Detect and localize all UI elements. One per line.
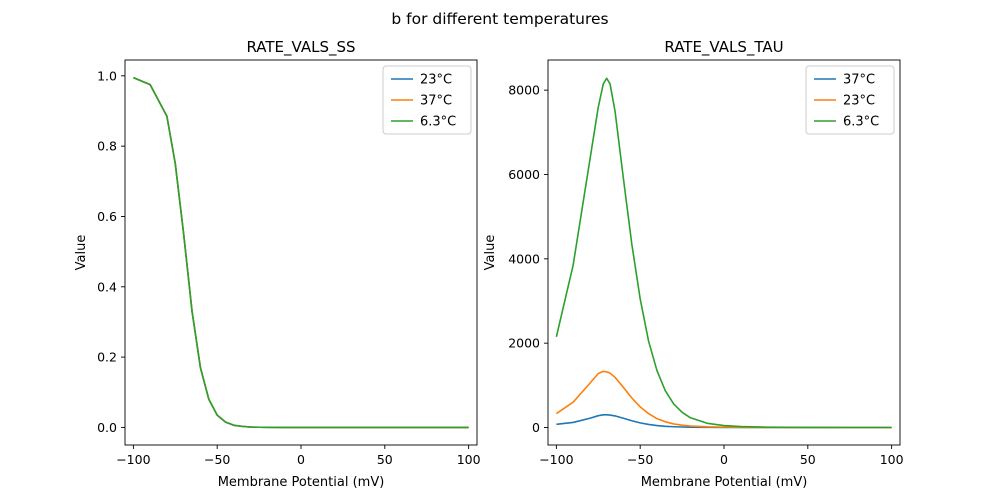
y-tick-label: 6000 bbox=[508, 167, 540, 182]
y-tick-label: 0.2 bbox=[97, 350, 117, 365]
x-tick-label: −50 bbox=[204, 452, 230, 467]
legend: 23°C 37°C 6.3°C bbox=[382, 65, 472, 135]
y-tick-label: 1.0 bbox=[97, 68, 117, 83]
legend-label-1: 23°C bbox=[420, 73, 452, 88]
x-tick-label: 0 bbox=[720, 452, 728, 467]
x-axis-label: Membrane Potential (mV) bbox=[641, 475, 808, 490]
y-axis-label: Value bbox=[74, 235, 89, 271]
x-tick-label: 50 bbox=[800, 452, 816, 467]
legend-label-1: 37°C bbox=[843, 73, 875, 88]
legend-label-3: 6.3°C bbox=[420, 115, 456, 130]
legend-label-2: 37°C bbox=[420, 94, 452, 109]
x-tick-label: 50 bbox=[377, 452, 393, 467]
y-tick-label: 0.6 bbox=[97, 209, 117, 224]
subplot-title: RATE_VALS_SS bbox=[246, 38, 355, 57]
y-tick-label: 4000 bbox=[508, 251, 540, 266]
y-tick-label: 0 bbox=[532, 420, 540, 435]
x-tick-label: −100 bbox=[539, 452, 573, 467]
subplot-1: −100 −50 0 50 100 0.0 0.2 0.4 0.6 0.8 1.0 Membrane … bbox=[74, 38, 481, 490]
series-line-3 bbox=[133, 76, 469, 429]
y-tick-label: 2000 bbox=[508, 336, 540, 351]
figure-suptitle: b for different temperatures bbox=[391, 10, 608, 28]
x-tick-label: −100 bbox=[116, 452, 150, 467]
x-axis-label: Membrane Potential (mV) bbox=[218, 475, 385, 490]
y-tick-label: 8000 bbox=[508, 83, 540, 98]
x-tick-label: −50 bbox=[627, 452, 653, 467]
legend-box bbox=[805, 65, 895, 135]
y-tick-label: 0.8 bbox=[97, 139, 117, 154]
subplots: −100 −50 0 50 100 0.0 0.2 0.4 0.6 0.8 1.0 Membrane … bbox=[74, 38, 904, 490]
subplot-title: RATE_VALS_TAU bbox=[664, 38, 783, 57]
y-axis-label: Value bbox=[483, 235, 498, 271]
legend: 37°C 23°C 6.3°C bbox=[805, 65, 895, 135]
series-line-3 bbox=[555, 77, 892, 429]
x-tick-label: 100 bbox=[880, 452, 904, 467]
legend-label-2: 23°C bbox=[843, 94, 875, 109]
x-tick-label: 0 bbox=[297, 452, 305, 467]
x-tick-label: 100 bbox=[457, 452, 481, 467]
subplot-2: −100 −50 0 50 100 0 2000 4000 6000 8000 Membrane P… bbox=[483, 38, 904, 490]
legend-box bbox=[382, 65, 472, 135]
legend-label-3: 6.3°C bbox=[843, 115, 879, 130]
y-tick-label: 0.4 bbox=[97, 279, 117, 294]
y-tick-label: 0.0 bbox=[97, 420, 117, 435]
